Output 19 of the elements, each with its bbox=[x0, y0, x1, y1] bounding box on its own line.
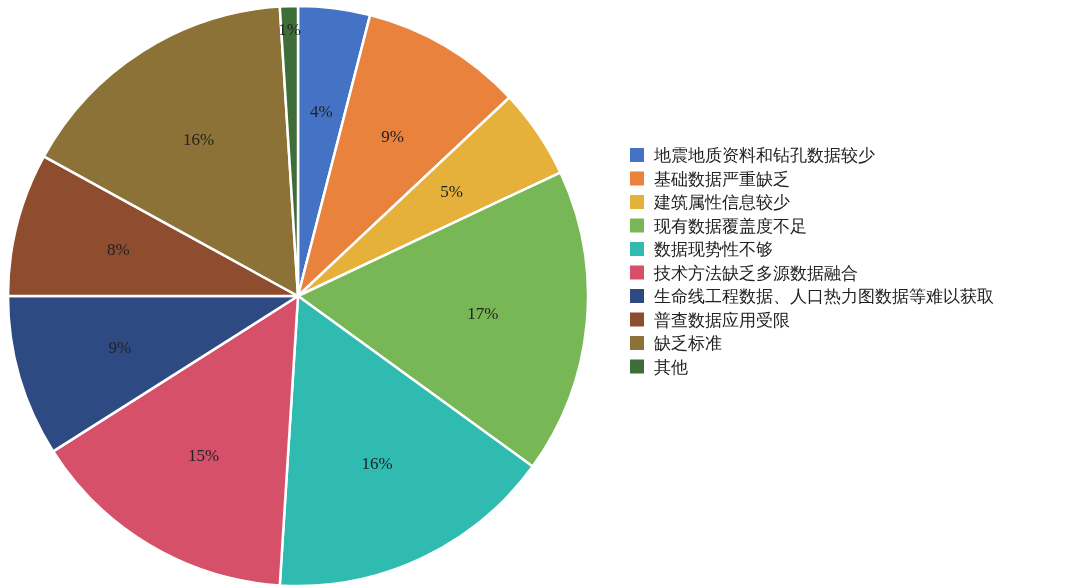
data-label: 9% bbox=[381, 126, 404, 146]
legend-label: 其他 bbox=[654, 356, 688, 377]
legend-label: 普查数据应用受限 bbox=[654, 309, 790, 330]
legend-label: 建筑属性信息较少 bbox=[653, 192, 790, 212]
data-label: 16% bbox=[182, 129, 215, 149]
legend-label: 缺乏标准 bbox=[654, 333, 722, 353]
legend-label: 地震地质资料和钻孔数据较少 bbox=[653, 145, 875, 165]
data-label: 9% bbox=[108, 338, 132, 358]
data-label: 5% bbox=[440, 182, 463, 202]
legend-label: 数据现势性不够 bbox=[654, 239, 773, 259]
legend-label: 基础数据严重缺乏 bbox=[654, 168, 790, 189]
data-label: 15% bbox=[187, 446, 220, 466]
legend-label: 现有数据覆盖度不足 bbox=[654, 215, 807, 236]
data-label: 17% bbox=[467, 303, 499, 323]
legend-label: 技术方法缺乏多源数据融合 bbox=[653, 262, 858, 283]
data-label: 8% bbox=[106, 240, 130, 260]
data-label: 16% bbox=[361, 454, 393, 474]
legend-label: 生命线工程数据、人口热力图数据等难以获取 bbox=[654, 286, 994, 306]
data-label: 4% bbox=[309, 102, 333, 122]
